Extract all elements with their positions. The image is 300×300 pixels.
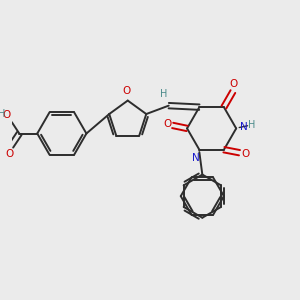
Text: O: O bbox=[241, 148, 249, 159]
Text: H: H bbox=[248, 120, 255, 130]
Text: H: H bbox=[160, 89, 167, 99]
Text: N: N bbox=[193, 153, 200, 163]
Text: O: O bbox=[3, 110, 11, 120]
Text: O: O bbox=[229, 79, 237, 89]
Text: O: O bbox=[163, 119, 171, 129]
Text: O: O bbox=[6, 148, 14, 158]
Text: O: O bbox=[122, 86, 130, 96]
Text: N: N bbox=[240, 122, 248, 132]
Text: H: H bbox=[0, 110, 5, 119]
